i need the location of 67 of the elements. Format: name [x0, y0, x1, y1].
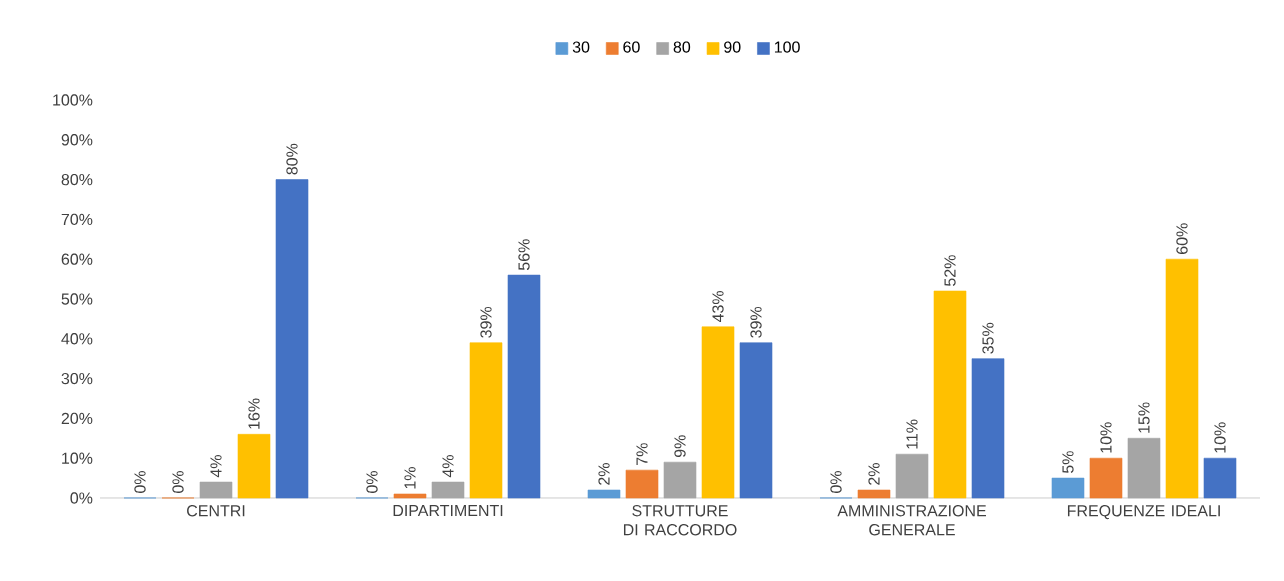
data-label: 0% [134, 471, 146, 493]
data-label: 15% [1138, 402, 1150, 433]
y-tick-label: 50% [61, 293, 93, 305]
data-label: 4% [442, 455, 454, 478]
bar [701, 326, 735, 499]
y-tick-label: 70% [61, 213, 93, 226]
bar [199, 481, 233, 499]
bar [469, 342, 503, 499]
legend-label: 60 [623, 41, 640, 53]
bar [933, 290, 967, 499]
data-label: 52% [944, 255, 956, 286]
bar [625, 469, 659, 499]
data-label: 16% [248, 398, 260, 429]
x-tick-label: DIPARTIMENTI [393, 505, 503, 517]
y-tick-label: 90% [61, 134, 93, 146]
bar [587, 489, 621, 499]
data-label: 4% [210, 455, 222, 478]
data-label: 39% [750, 306, 762, 338]
data-label: 2% [868, 463, 880, 485]
bar [275, 179, 309, 499]
bar [971, 358, 1005, 499]
data-label: 10% [1214, 422, 1226, 453]
x-tick-label: FREQUENZE IDEALI [1067, 505, 1220, 520]
data-label: 0% [172, 471, 184, 493]
bar [1127, 437, 1161, 499]
data-label: 60% [1176, 223, 1188, 254]
y-tick-label: 60% [61, 253, 93, 265]
y-tick-label: 20% [61, 412, 93, 425]
data-label: 56% [518, 239, 530, 271]
data-label: 2% [598, 463, 610, 485]
data-label: 11% [906, 419, 918, 449]
y-tick-label: 40% [61, 333, 93, 345]
legend-label: 100 [774, 41, 800, 53]
bar [1165, 258, 1199, 499]
x-tick-label: AMMINISTRAZIONE GENERALE [837, 505, 986, 536]
bar [663, 461, 697, 499]
legend-label: 30 [572, 41, 590, 53]
data-label: 5% [1062, 451, 1074, 474]
y-tick-label: 80% [61, 173, 93, 186]
y-tick-label: 30% [61, 372, 93, 385]
data-label: 80% [286, 143, 298, 175]
bar [857, 489, 891, 499]
bar [895, 453, 929, 499]
bar [237, 434, 271, 499]
bar [431, 481, 465, 499]
y-tick-label: 10% [62, 452, 93, 464]
legend-label: 90 [724, 41, 741, 53]
data-label: 9% [674, 435, 686, 458]
bar [1203, 457, 1237, 499]
bar [393, 493, 427, 499]
data-label: 7% [636, 443, 648, 465]
bar [1089, 457, 1123, 499]
x-tick-label: CENTRI [187, 505, 245, 517]
bar [739, 342, 773, 499]
data-label: 0% [366, 471, 378, 493]
legend-label: 80 [673, 41, 691, 53]
data-label: 35% [982, 322, 994, 354]
y-tick-label: 0% [70, 492, 93, 504]
x-tick-label: STRUTTURE DI RACCORDO [623, 505, 737, 536]
bar [507, 274, 541, 499]
data-label: 1% [404, 467, 416, 489]
y-tick-label: 100% [53, 94, 93, 106]
data-label: 39% [480, 306, 492, 338]
bar [1051, 477, 1085, 499]
data-label: 0% [830, 471, 842, 493]
data-label: 10% [1100, 422, 1112, 453]
data-label: 43% [712, 291, 724, 323]
